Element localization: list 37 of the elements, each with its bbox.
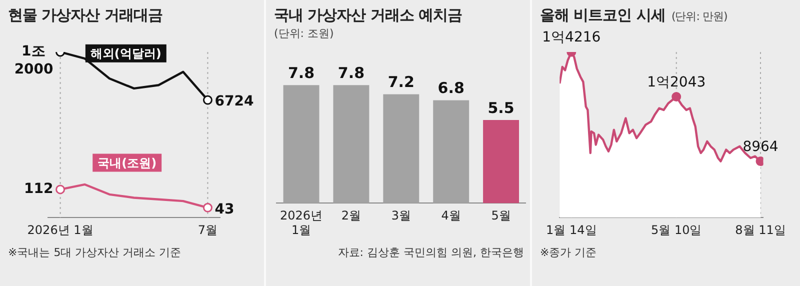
annotation: 1억4216 (542, 30, 601, 46)
chart-subtitle: (단위: 만원) (671, 10, 728, 23)
x-tick-label: 4월 (441, 208, 461, 223)
bar (433, 100, 470, 204)
chart-title: 국내 가상자산 거래소 예치금 (274, 5, 464, 26)
annotation: 43 (214, 201, 234, 218)
data-label: 7.8 (288, 64, 315, 82)
annotation: 8964 (742, 138, 778, 155)
chart-title: 올해 비트코인 시세 (540, 6, 666, 24)
series-label: 국내(조원) (98, 156, 157, 170)
text: ※국내는 5대 가상자산 거래소 기준 (8, 246, 182, 260)
annotation: 1조 2000 (14, 44, 54, 78)
series-label: 해외(억달러) (90, 46, 162, 61)
chart-subtitle: (단위: 조원) (274, 26, 335, 41)
data-label: 6.8 (438, 79, 464, 98)
x-tick-label: 8월 11일 (735, 222, 786, 237)
data-label: 7.8 (338, 64, 364, 82)
x-tick-label: 2월 (341, 208, 362, 223)
text: 자료: 김상훈 국민의힘 의원, 한국은행 (336, 246, 524, 260)
annotation: 1억2043 (647, 74, 706, 90)
text: ※종가 기준 (540, 246, 598, 260)
bar (283, 85, 320, 204)
x-tick-label: 1월 14일 (546, 222, 597, 237)
x-tick-label: 7월 (198, 222, 218, 237)
x-tick-label: 2026년 1월 (27, 222, 94, 237)
bar (483, 120, 520, 204)
x-tick-label: 5월 (491, 208, 511, 223)
data-label: 7.2 (388, 73, 414, 92)
x-tick-label: 2026년 1월 (280, 208, 323, 237)
bar (383, 94, 420, 204)
x-tick-label: 3월 (391, 208, 411, 223)
bar (333, 85, 370, 204)
annotation: 112 (24, 181, 54, 198)
chart-title: 현물 가상자산 거래대금 (8, 5, 164, 26)
data-label: 5.5 (488, 98, 514, 117)
annotation: 6724 (214, 94, 254, 110)
x-tick-label: 5월 10일 (651, 222, 702, 237)
